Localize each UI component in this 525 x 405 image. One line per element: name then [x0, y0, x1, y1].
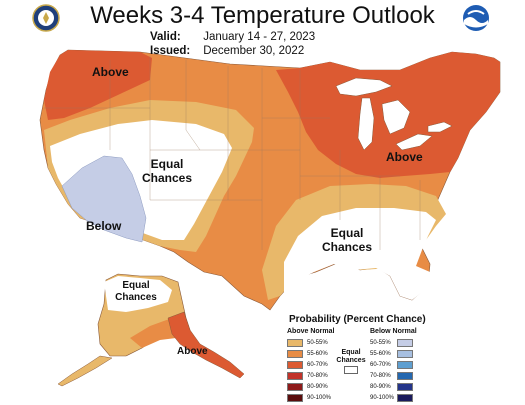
legend-below-bin-label: 90-100%: [370, 395, 395, 401]
legend-above-bin-label: 55-60%: [307, 351, 328, 357]
label-ne-above: Above: [386, 150, 423, 164]
doc-seal-icon: [32, 4, 60, 32]
legend-below-bin-label: 50-55%: [370, 340, 391, 346]
legend-equal-swatch: [344, 366, 358, 374]
legend-below-heading: Below Normal: [370, 328, 417, 335]
legend-above-swatch: [287, 372, 303, 380]
se-equal-chances-region: [284, 208, 436, 300]
legend-below-swatch: [397, 372, 413, 380]
legend-below-swatch: [397, 361, 413, 369]
label-west-equal: Equal Chances: [141, 157, 193, 185]
nw-above-strong-region: [44, 50, 152, 120]
label-se-equal: Equal Chances: [321, 226, 373, 254]
noaa-logo-icon: [462, 4, 490, 32]
legend-title: Probability (Percent Chance): [289, 314, 426, 325]
valid-label: Valid:: [150, 31, 181, 43]
legend-above-bin-label: 60-70%: [307, 362, 328, 368]
legend-below-bin-label: 55-60%: [370, 351, 391, 357]
legend-below-swatch: [397, 350, 413, 358]
label-nw-above: Above: [92, 65, 129, 79]
lake-huron: [381, 99, 411, 135]
legend-above-swatch: [287, 350, 303, 358]
lake-michigan: [357, 97, 375, 151]
sw-below-region: [61, 155, 147, 243]
issued-value: December 30, 2022: [203, 45, 305, 57]
label-ak-equal: Equal Chances: [115, 280, 157, 303]
issued-label: Issued:: [150, 45, 191, 57]
legend-above-bin-label: 70-80%: [307, 373, 328, 379]
legend-above-swatch: [287, 383, 303, 391]
page-title: Weeks 3-4 Temperature Outlook: [90, 2, 435, 29]
alaska-equal-chances-region: [104, 276, 172, 312]
legend-above-swatch: [287, 339, 303, 347]
label-ak-above: Above: [177, 346, 208, 357]
legend-above-heading: Above Normal: [287, 328, 335, 335]
lake-superior: [335, 77, 393, 97]
lake-ontario: [427, 121, 453, 133]
legend-below-bin-label: 60-70%: [370, 362, 391, 368]
legend-below-swatch: [397, 394, 413, 402]
label-sw-below: Below: [86, 219, 122, 233]
legend-above-bin-label: 90-100%: [307, 395, 332, 401]
legend-above-bin-label: 50-55%: [307, 340, 328, 346]
dates-block: Valid: January 14 - 27, 2023 Issued: Dec…: [150, 30, 315, 58]
legend-above-bin-label: 80-90%: [307, 384, 328, 390]
legend-above-swatch: [287, 361, 303, 369]
aleutian-chain: [57, 355, 113, 387]
legend-below-bin-label: 70-80%: [370, 373, 391, 379]
lake-erie: [395, 133, 433, 151]
state-borders: [44, 56, 421, 250]
legend-below-bin-label: 80-90%: [370, 384, 391, 390]
legend-above-swatch: [287, 394, 303, 402]
valid-value: January 14 - 27, 2023: [203, 31, 316, 43]
legend-equal-label: Equal Chances: [336, 349, 366, 364]
legend-below-swatch: [397, 339, 413, 347]
legend-below-swatch: [397, 383, 413, 391]
alaska-above-strong-region: [167, 311, 245, 379]
